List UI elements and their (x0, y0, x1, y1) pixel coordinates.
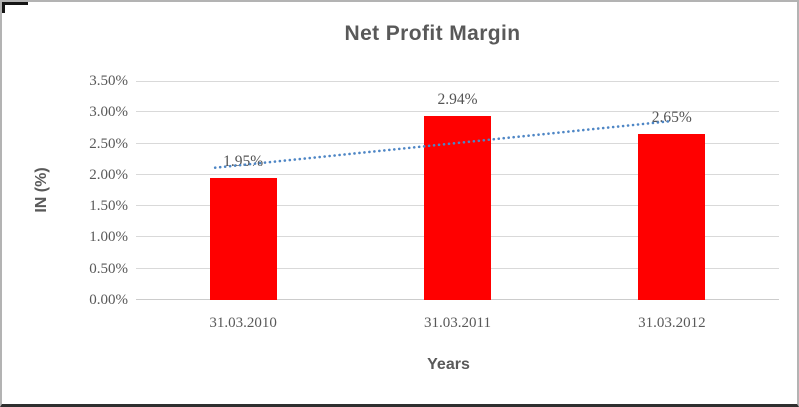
plot-area: 1.95% 2.94% 2.65% (136, 81, 779, 300)
y-tick-label: 0.00% (89, 292, 128, 308)
gridline (136, 81, 779, 82)
chart-title: Net Profit Margin (344, 22, 521, 45)
category-axis: 31.03.2010 31.03.2011 31.03.2012 (136, 315, 779, 332)
frame-corner-accent-vertical (2, 2, 5, 13)
y-axis-ticks: 0.00% 0.50% 1.00% 1.50% 2.00% 2.50% 3.00% 3.50% (2, 73, 128, 308)
y-tick-label: 2.50% (89, 135, 128, 152)
y-tick-label: 3.50% (89, 73, 128, 89)
bar[interactable] (424, 116, 491, 300)
y-tick-label: 3.00% (89, 104, 128, 121)
category-label: 31.03.2012 (638, 315, 706, 331)
trendline-path (213, 119, 674, 170)
x-axis-title: Years (427, 356, 470, 373)
bar-value-label: 1.95% (223, 153, 264, 170)
category-label: 31.03.2011 (424, 315, 491, 331)
y-tick-label: 0.50% (89, 260, 128, 277)
trendline (213, 119, 674, 170)
bar[interactable] (638, 134, 706, 300)
category-label: 31.03.2010 (209, 315, 277, 331)
y-tick-label: 1.50% (89, 198, 128, 215)
bar-value-label: 2.94% (437, 91, 478, 109)
y-tick-label: 1.00% (89, 229, 128, 246)
y-tick-label: 2.00% (89, 166, 128, 183)
gridline (136, 111, 779, 113)
bar[interactable] (209, 178, 277, 300)
frame-corner-accent-horizontal (2, 2, 28, 5)
